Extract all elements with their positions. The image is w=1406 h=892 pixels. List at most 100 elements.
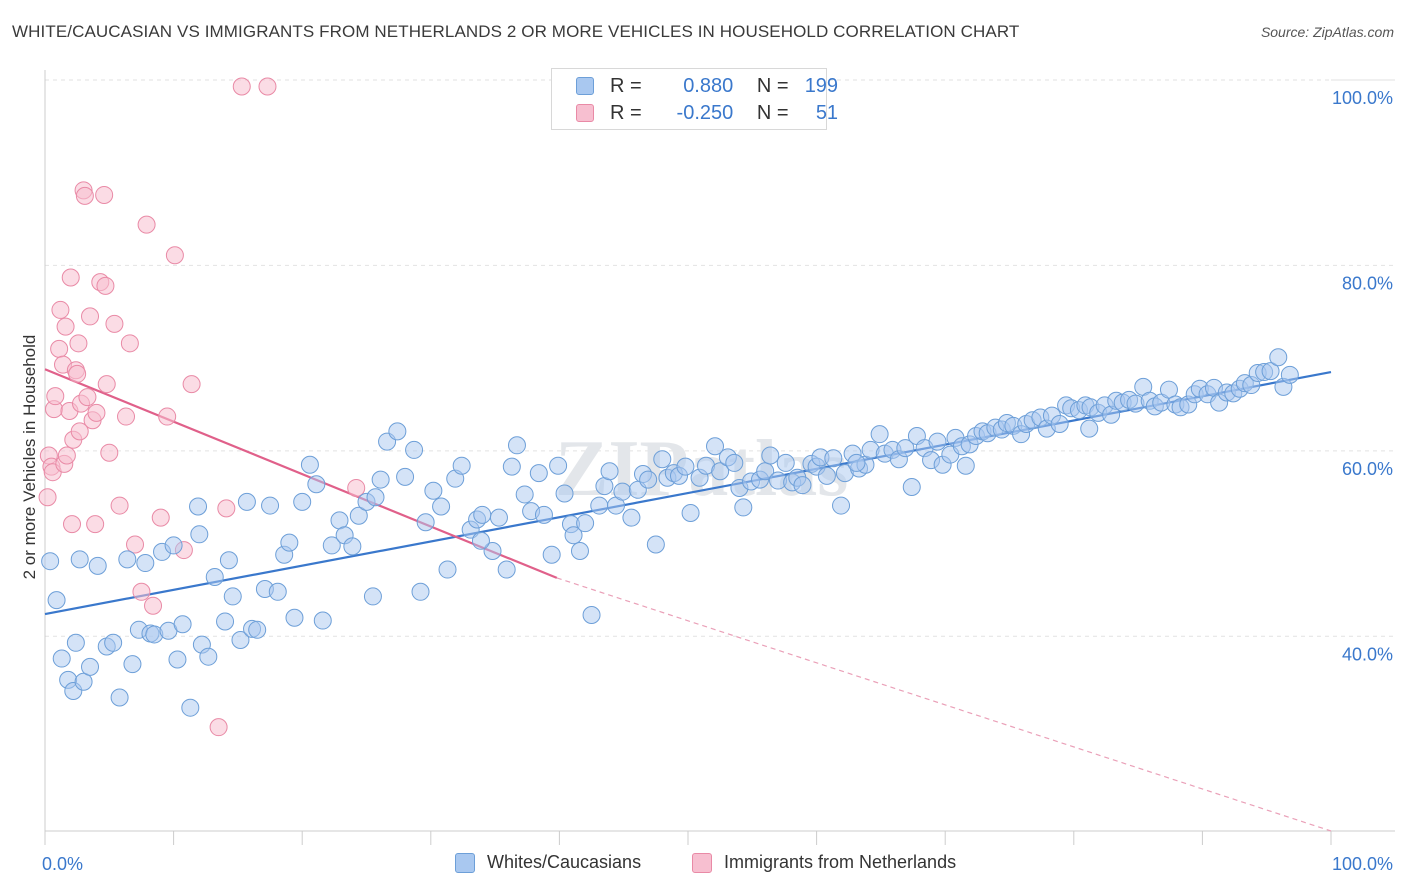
- source-credit: Source: ZipAtlas.com: [1260, 24, 1394, 40]
- point-whites: [293, 492, 312, 511]
- point-whites: [66, 633, 85, 652]
- point-whites: [285, 608, 304, 627]
- point-netherlands: [258, 77, 277, 96]
- legend-r-label: R =: [610, 102, 642, 124]
- point-netherlands: [165, 246, 184, 265]
- point-netherlands: [87, 403, 106, 422]
- point-whites: [471, 531, 490, 550]
- point-whites: [189, 497, 208, 516]
- point-whites: [1280, 365, 1299, 384]
- point-whites: [681, 503, 700, 522]
- point-whites: [216, 612, 235, 631]
- point-netherlands: [46, 387, 65, 406]
- point-whites: [52, 649, 71, 668]
- point-whites: [582, 605, 601, 624]
- point-whites: [613, 482, 632, 501]
- point-whites: [363, 587, 382, 606]
- point-whites: [248, 620, 267, 639]
- point-whites: [956, 456, 975, 475]
- point-netherlands: [57, 446, 76, 465]
- y-axis-label: 2 or more Vehicles in Household: [20, 335, 39, 580]
- point-whites: [870, 425, 889, 444]
- point-whites: [47, 591, 66, 610]
- point-whites: [411, 582, 430, 601]
- point-whites: [81, 657, 100, 676]
- point-whites: [515, 485, 534, 504]
- point-whites: [313, 611, 332, 630]
- point-netherlands: [81, 307, 100, 326]
- point-netherlands: [56, 317, 75, 336]
- point-whites: [432, 497, 451, 516]
- point-whites: [307, 475, 326, 494]
- point-whites: [70, 550, 89, 569]
- point-whites: [1261, 362, 1280, 381]
- point-whites: [761, 446, 780, 465]
- point-whites: [123, 655, 142, 674]
- point-whites: [173, 615, 192, 634]
- point-whites: [268, 582, 287, 601]
- point-whites: [371, 470, 390, 489]
- point-netherlands: [51, 300, 70, 319]
- point-netherlands: [217, 499, 236, 518]
- point-whites: [832, 496, 851, 515]
- point-whites: [576, 514, 595, 533]
- point-whites: [223, 587, 242, 606]
- point-whites: [438, 560, 457, 579]
- point-netherlands: [70, 422, 89, 441]
- point-whites: [104, 633, 123, 652]
- point-whites: [725, 453, 744, 472]
- point-whites: [405, 440, 424, 459]
- point-whites: [452, 456, 471, 475]
- point-netherlands: [75, 186, 94, 205]
- point-whites: [181, 698, 200, 717]
- point-whites: [600, 462, 619, 481]
- grid: [45, 79, 1395, 637]
- point-whites: [164, 536, 183, 555]
- point-whites: [896, 439, 915, 458]
- point-whites: [502, 457, 521, 476]
- point-netherlands: [182, 375, 201, 394]
- point-netherlands: [232, 77, 251, 96]
- point-whites: [824, 449, 843, 468]
- point-netherlands: [126, 535, 145, 554]
- point-whites: [366, 488, 385, 507]
- point-netherlands: [100, 443, 119, 462]
- point-netherlands: [50, 339, 69, 358]
- point-whites: [110, 688, 129, 707]
- point-netherlands: [120, 334, 139, 353]
- point-whites: [396, 467, 415, 486]
- legend-r-value: -0.250: [676, 102, 734, 124]
- point-netherlands: [97, 375, 116, 394]
- y-tick-label: 80.0%: [1342, 273, 1393, 293]
- legend-n-value: 199: [804, 75, 839, 97]
- point-netherlands: [68, 364, 87, 383]
- legend-swatch-whites: [576, 77, 594, 95]
- point-whites: [507, 436, 526, 455]
- point-whites: [237, 492, 256, 511]
- point-whites: [343, 537, 362, 556]
- point-whites: [118, 550, 137, 569]
- point-whites: [199, 647, 218, 666]
- correlation-legend: R = 0.880 N = 199 R = -0.250 N = 51: [551, 68, 838, 130]
- legend-r-label: R =: [610, 75, 642, 97]
- point-whites: [734, 498, 753, 517]
- point-whites: [231, 631, 250, 650]
- point-whites: [646, 535, 665, 554]
- point-whites: [322, 536, 341, 555]
- point-whites: [261, 496, 280, 515]
- point-whites: [489, 508, 508, 527]
- point-whites: [902, 478, 921, 497]
- bottom-legend-swatch-netherlands: [692, 853, 712, 873]
- point-whites: [676, 457, 695, 476]
- point-netherlands: [61, 268, 80, 287]
- point-whites: [205, 567, 224, 586]
- y-tick-label: 100.0%: [1332, 88, 1393, 108]
- point-whites: [280, 533, 299, 552]
- points: [38, 77, 1299, 737]
- point-netherlands: [132, 582, 151, 601]
- x-tick-label: 0.0%: [42, 854, 83, 874]
- trendline-netherlands: [44, 368, 558, 579]
- chart-title: WHITE/CAUCASIAN VS IMMIGRANTS FROM NETHE…: [12, 22, 1020, 41]
- point-netherlands: [63, 515, 82, 534]
- point-whites: [776, 453, 795, 472]
